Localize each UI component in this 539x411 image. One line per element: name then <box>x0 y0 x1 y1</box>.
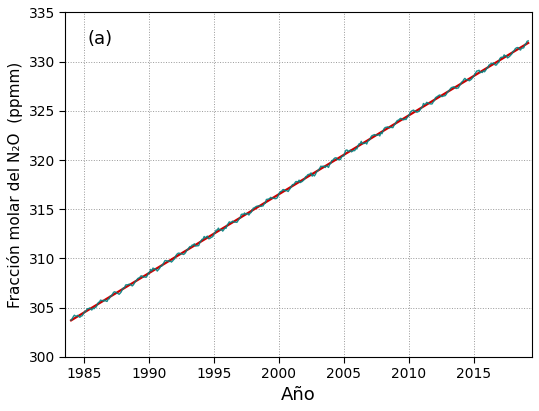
Text: (a): (a) <box>88 30 113 48</box>
X-axis label: Año: Año <box>281 386 316 404</box>
Y-axis label: Fracción molar del N₂O  (ppmm): Fracción molar del N₂O (ppmm) <box>7 62 23 308</box>
